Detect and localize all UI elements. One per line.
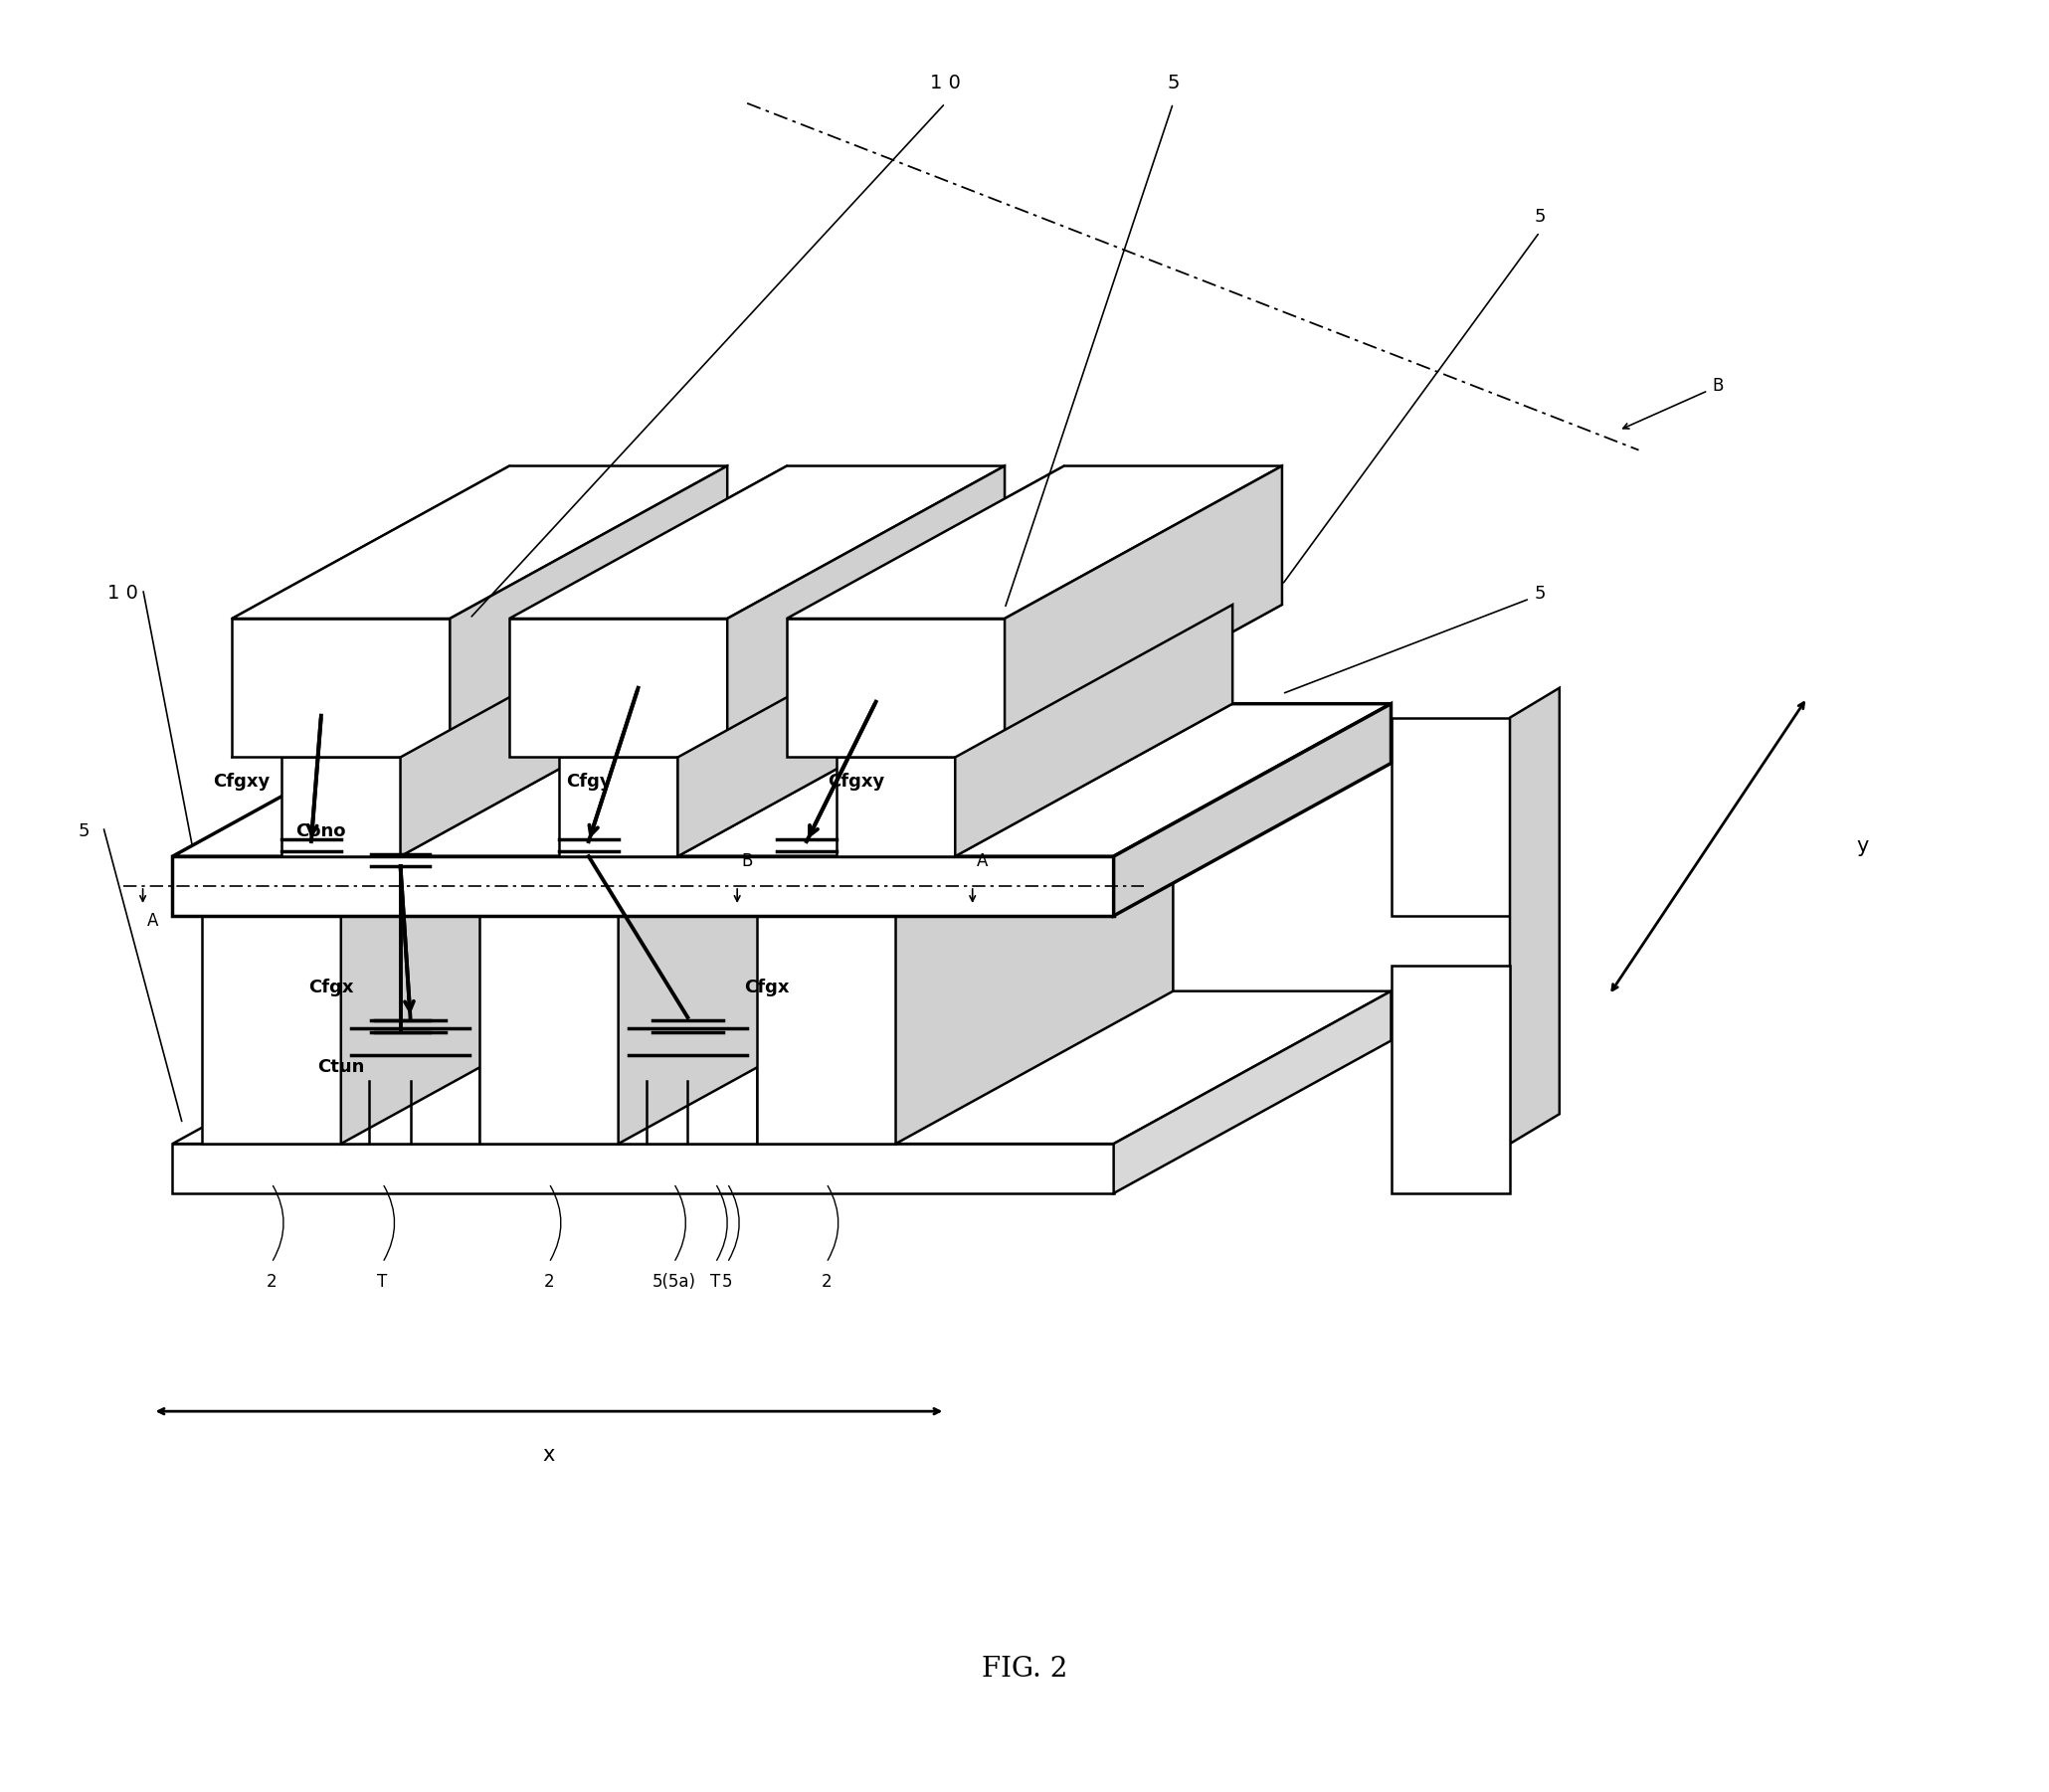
Polygon shape bbox=[727, 466, 1004, 758]
Polygon shape bbox=[232, 618, 451, 758]
Text: 2: 2 bbox=[822, 1272, 832, 1290]
Text: x: x bbox=[543, 1444, 555, 1464]
Polygon shape bbox=[479, 896, 619, 1143]
Text: 5: 5 bbox=[1166, 73, 1180, 93]
Polygon shape bbox=[787, 466, 1283, 618]
Polygon shape bbox=[787, 618, 1004, 758]
Polygon shape bbox=[1063, 466, 1283, 604]
Polygon shape bbox=[787, 466, 1004, 604]
Text: A: A bbox=[977, 853, 988, 871]
Polygon shape bbox=[1391, 717, 1510, 916]
Polygon shape bbox=[203, 896, 340, 1143]
Polygon shape bbox=[172, 857, 1115, 916]
Text: Cfgy: Cfgy bbox=[566, 772, 611, 790]
Polygon shape bbox=[281, 758, 400, 857]
Text: 2: 2 bbox=[543, 1272, 555, 1290]
Text: Cono: Cono bbox=[295, 823, 346, 840]
Text: Ctun: Ctun bbox=[318, 1057, 365, 1075]
Polygon shape bbox=[451, 466, 727, 758]
Text: Cfgx: Cfgx bbox=[744, 978, 789, 996]
Text: Cfgxy: Cfgxy bbox=[828, 772, 885, 790]
Text: 5: 5 bbox=[1535, 208, 1545, 226]
Polygon shape bbox=[1115, 991, 1391, 1193]
Polygon shape bbox=[559, 758, 678, 857]
Text: B: B bbox=[742, 853, 752, 871]
Polygon shape bbox=[203, 744, 619, 896]
Text: A: A bbox=[148, 912, 158, 930]
Text: 5: 5 bbox=[721, 1272, 734, 1290]
Text: y: y bbox=[1856, 837, 1869, 857]
Text: B: B bbox=[1713, 376, 1723, 394]
Text: 1 0: 1 0 bbox=[930, 73, 961, 93]
Polygon shape bbox=[172, 991, 1391, 1143]
Polygon shape bbox=[340, 744, 619, 1143]
Polygon shape bbox=[510, 466, 727, 604]
Polygon shape bbox=[619, 744, 895, 1143]
Text: Cfgxy: Cfgxy bbox=[213, 772, 270, 790]
Text: FIG. 2: FIG. 2 bbox=[981, 1656, 1068, 1683]
Text: 5: 5 bbox=[78, 823, 88, 840]
Polygon shape bbox=[479, 744, 895, 896]
Polygon shape bbox=[510, 466, 1004, 618]
Polygon shape bbox=[172, 704, 1391, 857]
Polygon shape bbox=[1004, 466, 1283, 758]
Polygon shape bbox=[172, 1143, 1115, 1193]
Polygon shape bbox=[619, 934, 756, 1143]
Text: 5(5a): 5(5a) bbox=[652, 1272, 697, 1290]
Polygon shape bbox=[340, 934, 479, 1143]
Polygon shape bbox=[1115, 704, 1391, 916]
Polygon shape bbox=[1510, 688, 1559, 1143]
Polygon shape bbox=[756, 896, 895, 1143]
Polygon shape bbox=[1391, 966, 1510, 1193]
Polygon shape bbox=[1115, 604, 1233, 704]
Polygon shape bbox=[232, 466, 727, 618]
Polygon shape bbox=[955, 604, 1233, 857]
Polygon shape bbox=[400, 604, 678, 857]
Text: 2: 2 bbox=[266, 1272, 277, 1290]
Polygon shape bbox=[836, 604, 955, 704]
Polygon shape bbox=[559, 604, 678, 704]
Text: Cfgx: Cfgx bbox=[309, 978, 354, 996]
Polygon shape bbox=[836, 758, 955, 857]
Text: T: T bbox=[711, 1272, 721, 1290]
Text: 5: 5 bbox=[1535, 584, 1545, 602]
Text: 1 0: 1 0 bbox=[109, 584, 139, 602]
Polygon shape bbox=[510, 618, 727, 758]
Polygon shape bbox=[678, 604, 955, 857]
Polygon shape bbox=[895, 744, 1174, 1143]
Text: T: T bbox=[377, 1272, 387, 1290]
Polygon shape bbox=[756, 744, 1174, 896]
